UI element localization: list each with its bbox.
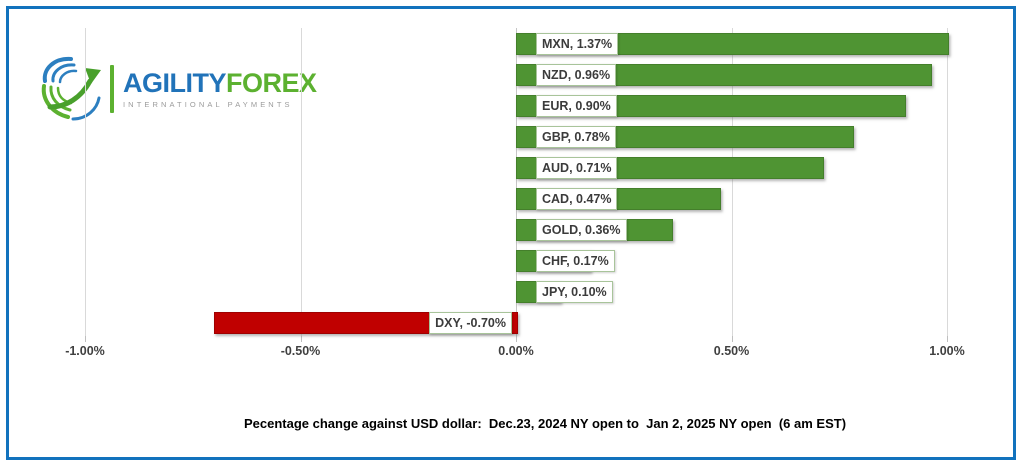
bar-label-mxn: MXN, 1.37% xyxy=(536,33,619,55)
bar-label-gold: GOLD, 0.36% xyxy=(536,219,627,241)
brand-name: AGILITYFOREX xyxy=(123,69,317,97)
axis-tick xyxy=(85,336,86,342)
bar-label-jpy: JPY, 0.10% xyxy=(536,281,613,303)
gridline xyxy=(731,28,733,336)
bar-label-nzd: NZD, 0.96% xyxy=(536,64,617,86)
bar-label-eur: EUR, 0.90% xyxy=(536,95,617,117)
gridline xyxy=(947,28,948,336)
bar-mxn xyxy=(516,33,949,55)
axis-tick xyxy=(947,336,948,342)
brand-forex: FOREX xyxy=(226,68,317,98)
globe-arrow-icon xyxy=(41,56,101,121)
axis-tick xyxy=(300,336,302,342)
bar-label-aud: AUD, 0.71% xyxy=(536,157,618,179)
x-tick-label: -0.50% xyxy=(280,344,321,358)
logo-separator xyxy=(110,65,114,113)
axis-tick xyxy=(731,336,733,342)
agilityforex-logo: AGILITYFOREX INTERNATIONAL PAYMENTS xyxy=(38,55,317,123)
bar-label-gbp: GBP, 0.78% xyxy=(536,126,616,148)
gridline xyxy=(516,28,517,336)
x-tick-label: -1.00% xyxy=(65,344,105,358)
bar-label-chf: CHF, 0.17% xyxy=(536,250,615,272)
x-tick-label: 0.50% xyxy=(713,344,750,358)
logo-text: AGILITYFOREX INTERNATIONAL PAYMENTS xyxy=(123,69,317,109)
bar-label-cad: CAD, 0.47% xyxy=(536,188,618,210)
brand-agility: AGILITY xyxy=(123,68,227,98)
brand-tagline: INTERNATIONAL PAYMENTS xyxy=(123,100,293,109)
bar-label-dxy: DXY, -0.70% xyxy=(429,312,512,334)
bar-nzd xyxy=(516,64,932,86)
gridline xyxy=(85,28,86,336)
axis-tick xyxy=(516,336,517,342)
x-tick-label: 0.00% xyxy=(498,344,534,358)
chart-caption: Pecentage change against USD dollar: Dec… xyxy=(243,416,847,431)
gridline xyxy=(300,28,302,336)
x-tick-label: 1.00% xyxy=(929,344,965,358)
